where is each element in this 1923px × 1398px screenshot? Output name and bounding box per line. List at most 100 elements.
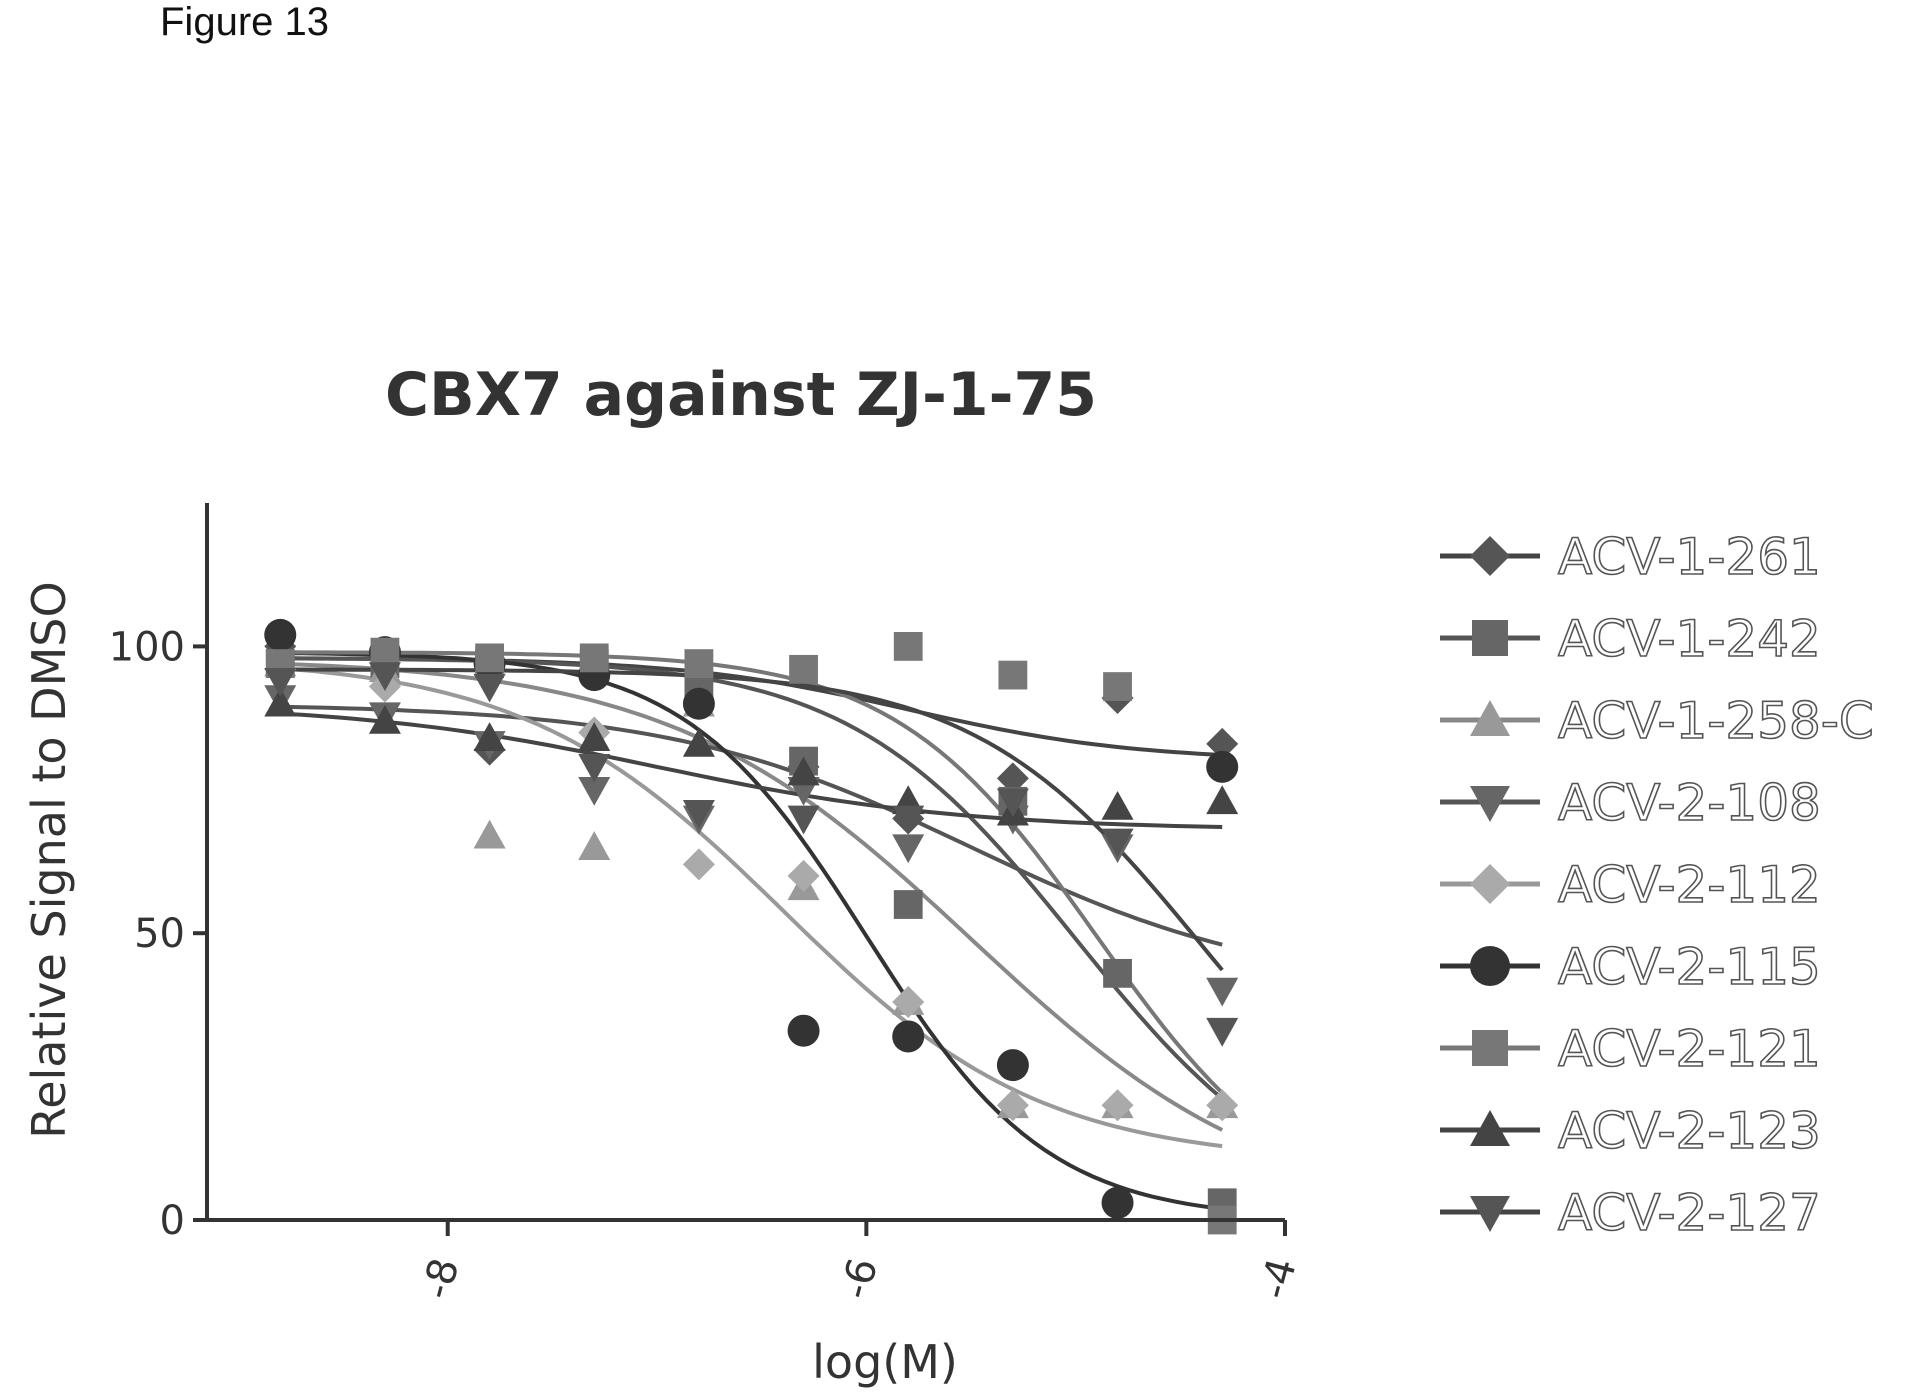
data-point-acv-2-127 — [892, 805, 925, 835]
x-ticks: -8 -6 -4 — [414, 1220, 1306, 1304]
data-point-acv-2-123 — [578, 722, 611, 751]
fit-curve-acv-2-127 — [280, 667, 1224, 972]
legend-marker — [1470, 1196, 1510, 1232]
data-point-acv-1-261 — [1206, 727, 1239, 760]
figure-label: Figure 13 — [160, 0, 329, 44]
fit-curve-acv-2-115 — [280, 651, 1223, 1211]
fit-curves — [280, 650, 1224, 1211]
legend-item-acv-2-127: ACV-2-127 — [1440, 1183, 1822, 1243]
data-point-acv-2-123 — [264, 687, 297, 717]
data-point-acv-2-127 — [682, 799, 715, 829]
data-point-acv-2-123 — [787, 756, 820, 786]
data-point-acv-2-123 — [1101, 791, 1134, 820]
chart-title: CBX7 against ZJ-1-75 — [385, 360, 1097, 430]
y-tick-label: 0 — [160, 1198, 185, 1244]
fit-curve-acv-2-121 — [280, 650, 1224, 1095]
data-point-acv-2-127 — [787, 805, 820, 835]
legend-item-acv-2-115: ACV-2-115 — [1440, 937, 1822, 997]
data-point-acv-2-115 — [787, 1014, 820, 1047]
legend-label: ACV-2-123 — [1558, 1102, 1821, 1160]
legend-label: ACV-2-121 — [1558, 1020, 1821, 1078]
fit-curve-acv-2-123 — [280, 711, 1223, 829]
data-point-acv-2-123 — [368, 704, 401, 734]
data-point-acv-2-112 — [1206, 1089, 1239, 1122]
data-point-acv-2-127 — [578, 754, 611, 783]
data-point-acv-2-123 — [473, 722, 506, 751]
legend-label: ACV-1-242 — [1558, 610, 1821, 668]
data-point-acv-2-115 — [264, 618, 297, 651]
data-point-acv-2-112 — [682, 848, 715, 881]
data-point-acv-1-258-c — [578, 831, 611, 860]
legend-item-acv-2-123: ACV-2-123 — [1440, 1101, 1822, 1161]
legend-marker — [1472, 620, 1508, 656]
data-point-acv-2-121 — [370, 637, 400, 667]
data-point-acv-2-108 — [892, 834, 925, 864]
data-point-acv-2-127 — [368, 662, 401, 692]
legend-label: ACV-2-112 — [1558, 856, 1821, 914]
legend-label: ACV-1-258-C — [1558, 692, 1874, 750]
data-point-acv-2-112 — [996, 1089, 1029, 1122]
data-point-acv-1-258-c — [473, 819, 506, 849]
x-axis-label: log(M) — [812, 1335, 958, 1389]
data-point-acv-2-115 — [682, 687, 715, 720]
data-point-acv-2-115 — [1206, 750, 1239, 783]
data-point-acv-2-115 — [1101, 1186, 1134, 1219]
data-point-acv-2-108 — [578, 777, 611, 806]
data-point-acv-2-115 — [996, 1049, 1029, 1082]
x-tick-label: -6 — [832, 1253, 887, 1303]
data-point-acv-2-121 — [579, 643, 609, 673]
data-point-acv-2-112 — [787, 859, 820, 892]
legend-marker — [1470, 786, 1510, 822]
legend-item-acv-2-108: ACV-2-108 — [1440, 773, 1822, 833]
data-point-acv-2-121 — [475, 643, 504, 673]
data-point-acv-2-108 — [1206, 977, 1239, 1007]
fit-curve-acv-1-242 — [280, 656, 1224, 1101]
legend-item-acv-1-261: ACV-1-261 — [1440, 527, 1822, 587]
data-point-acv-1-261 — [996, 762, 1029, 795]
data-point-acv-1-242 — [1103, 958, 1132, 988]
legend-marker — [1470, 700, 1510, 736]
legend-marker — [1470, 864, 1510, 904]
data-point-acv-2-121 — [893, 632, 923, 661]
data-point-acv-2-127 — [1101, 828, 1134, 858]
data-point-acv-2-121 — [998, 660, 1028, 690]
legend-marker — [1470, 536, 1510, 576]
legend-label: ACV-2-115 — [1558, 938, 1821, 996]
legend-item-acv-2-112: ACV-2-112 — [1440, 855, 1822, 915]
data-point-acv-2-112 — [1101, 1089, 1134, 1122]
plot-area — [264, 618, 1239, 1235]
data-point-acv-2-121 — [684, 649, 714, 679]
data-point-acv-2-123 — [682, 727, 715, 757]
legend-item-acv-1-242: ACV-1-242 — [1440, 609, 1822, 669]
data-point-acv-2-121 — [1103, 672, 1132, 701]
legend-label: ACV-1-261 — [1558, 528, 1821, 586]
fit-curve-acv-1-258-c — [280, 661, 1224, 1132]
legend-marker — [1470, 946, 1510, 986]
data-point-acv-2-121 — [789, 654, 818, 684]
data-point-acv-2-127 — [264, 668, 297, 697]
legend-marker — [1470, 1110, 1510, 1146]
x-tick-label: -4 — [1251, 1253, 1306, 1303]
data-point-acv-2-127 — [473, 673, 506, 703]
legend-item-acv-1-258-c: ACV-1-258-C — [1440, 691, 1875, 751]
fit-curve-acv-2-112 — [280, 666, 1223, 1149]
data-points — [264, 618, 1239, 1235]
legend-marker — [1472, 1030, 1508, 1066]
x-tick-label: -8 — [414, 1253, 469, 1303]
y-tick-label: 50 — [134, 911, 185, 957]
y-tick-label: 100 — [109, 624, 185, 670]
y-axis-label: Relative Signal to DMSO — [22, 581, 76, 1138]
legend: ACV-1-261 ACV-1-242 ACV-1-258-C ACV-2-108 AC… — [1440, 527, 1875, 1243]
data-point-acv-2-115 — [892, 1020, 925, 1053]
data-point-acv-2-112 — [892, 986, 925, 1019]
legend-label: ACV-2-127 — [1558, 1184, 1821, 1242]
y-ticks: 0 50 100 — [109, 624, 207, 1244]
data-point-acv-1-242 — [893, 890, 923, 919]
legend-label: ACV-2-108 — [1558, 774, 1821, 832]
data-point-acv-2-127 — [996, 788, 1029, 818]
legend-item-acv-2-121: ACV-2-121 — [1440, 1019, 1822, 1079]
data-point-acv-2-127 — [1206, 1017, 1239, 1047]
data-point-acv-2-123 — [1206, 785, 1239, 815]
